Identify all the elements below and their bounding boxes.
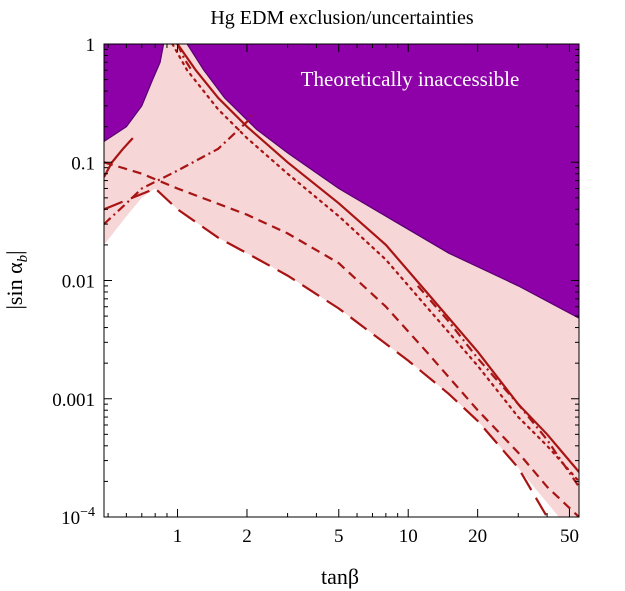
series-dashed — [104, 161, 579, 517]
x-tick-label: 5 — [334, 526, 344, 547]
series-solid-left — [104, 137, 134, 178]
y-axis-label-close: | — [2, 250, 27, 254]
annotation-theoretically-inaccessible: Theoretically inaccessible — [301, 67, 520, 91]
series-dot-dashed-upper — [176, 44, 193, 71]
x-tick-label: 10 — [399, 526, 418, 547]
y-tick-label-base: 0.1 — [71, 153, 95, 174]
y-tick-label: 0.001 — [52, 390, 95, 411]
y-axis-label-main: |sin α — [2, 262, 27, 310]
y-tick-label-base: 1 — [86, 35, 96, 56]
y-tick-label: 10−4 — [61, 505, 95, 529]
uncertainty-band — [104, 44, 579, 517]
y-axis-label-sub: b — [15, 254, 31, 262]
y-tick-label-base: 0.001 — [52, 390, 95, 411]
x-tick-label: 1 — [173, 526, 183, 547]
series-lines — [104, 44, 579, 517]
series-dot-dashed-rising — [104, 114, 253, 225]
plot-area — [104, 44, 579, 517]
x-tick-label: 2 — [242, 526, 252, 547]
series-long-dashed — [104, 187, 549, 517]
y-tick-label: 0.1 — [71, 153, 95, 174]
inaccessible-region-left — [104, 44, 165, 142]
series-dot-dashed-right — [416, 285, 579, 488]
y-tick-label-base: 0.01 — [62, 272, 95, 293]
inaccessible-region-right — [186, 44, 579, 319]
series-solid — [176, 44, 579, 473]
y-axis-label: |sin αb| — [2, 250, 31, 309]
y-tick-label-base: 10 — [61, 508, 80, 529]
x-tick-label: 50 — [560, 526, 579, 547]
x-axis-label: tanβ — [321, 564, 359, 589]
x-tick-label: 20 — [468, 526, 487, 547]
y-tick-label: 0.01 — [62, 272, 95, 293]
chart-title: Hg EDM exclusion/uncertainties — [210, 7, 473, 29]
series-dotted — [171, 44, 579, 483]
y-axis: 1 0.1 0.01 0.001 10−4 — [52, 35, 579, 529]
x-axis: 1 2 5 10 20 50 — [107, 44, 579, 547]
y-tick-label-exponent: −4 — [80, 505, 95, 520]
y-tick-label: 1 — [86, 35, 96, 56]
